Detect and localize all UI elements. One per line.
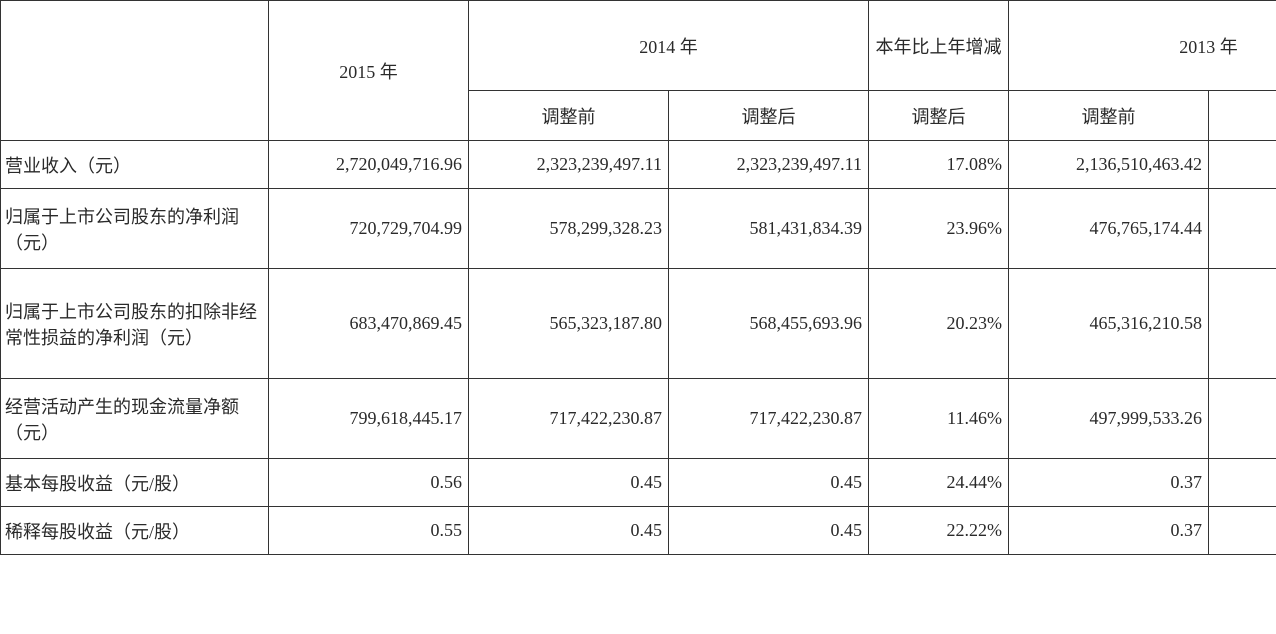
cell-2014-before: 578,299,328.23	[469, 189, 669, 269]
cell-change: 17.08%	[869, 141, 1009, 189]
cell-2015: 0.55	[269, 507, 469, 555]
cell-2014-after: 717,422,230.87	[669, 379, 869, 459]
cell-2014-before: 717,422,230.87	[469, 379, 669, 459]
header-2013-before: 调整前	[1009, 91, 1209, 141]
row-label: 基本每股收益（元/股）	[1, 459, 269, 507]
table-row: 归属于上市公司股东的扣除非经常性损益的净利润（元） 683,470,869.45…	[1, 269, 1276, 379]
table-row: 营业收入（元） 2,720,049,716.96 2,323,239,497.1…	[1, 141, 1276, 189]
table-row: 归属于上市公司股东的净利润（元） 720,729,704.99 578,299,…	[1, 189, 1276, 269]
cell-2014-after: 2,323,239,497.11	[669, 141, 869, 189]
header-2014: 2014 年	[469, 1, 869, 91]
cell-2013-before: 2,136,510,463.42	[1009, 141, 1209, 189]
cell-2013-before: 476,765,174.44	[1009, 189, 1209, 269]
table-row: 基本每股收益（元/股） 0.56 0.45 0.45 24.44% 0.37 0…	[1, 459, 1276, 507]
cell-change: 22.22%	[869, 507, 1009, 555]
cell-2014-before: 2,323,239,497.11	[469, 141, 669, 189]
row-label: 营业收入（元）	[1, 141, 269, 189]
cell-2013-before: 465,316,210.58	[1009, 269, 1209, 379]
financial-table: 2015 年 2014 年 本年比上年增减 2013 年 调整前 调整后 调整后…	[0, 0, 1276, 555]
cell-2015: 683,470,869.45	[269, 269, 469, 379]
cell-2015: 799,618,445.17	[269, 379, 469, 459]
cell-change: 24.44%	[869, 459, 1009, 507]
cell-2013-after: 0.37	[1209, 507, 1276, 555]
cell-2014-after: 581,431,834.39	[669, 189, 869, 269]
header-2013-after: 调整后	[1209, 91, 1276, 141]
cell-2013-after: 2,136,510,463.42	[1209, 141, 1276, 189]
row-label: 归属于上市公司股东的净利润（元）	[1, 189, 269, 269]
cell-2015: 0.56	[269, 459, 469, 507]
cell-2013-before: 0.37	[1009, 507, 1209, 555]
cell-2013-before: 0.37	[1009, 459, 1209, 507]
table-row: 经营活动产生的现金流量净额（元） 799,618,445.17 717,422,…	[1, 379, 1276, 459]
row-label: 经营活动产生的现金流量净额（元）	[1, 379, 269, 459]
cell-2014-before: 0.45	[469, 459, 669, 507]
header-2013: 2013 年	[1009, 1, 1276, 91]
header-blank	[1, 1, 269, 141]
cell-2013-after: 465,316,210.58	[1209, 269, 1276, 379]
cell-change: 11.46%	[869, 379, 1009, 459]
cell-2013-after: 0.37	[1209, 459, 1276, 507]
row-label: 归属于上市公司股东的扣除非经常性损益的净利润（元）	[1, 269, 269, 379]
table-header-row-1: 2015 年 2014 年 本年比上年增减 2013 年	[1, 1, 1276, 91]
header-change-after: 调整后	[869, 91, 1009, 141]
cell-2013-after: 476,765,174.44	[1209, 189, 1276, 269]
header-change: 本年比上年增减	[869, 1, 1009, 91]
cell-2013-after: 497,999,533.26	[1209, 379, 1276, 459]
cell-2014-after: 0.45	[669, 459, 869, 507]
cell-2014-before: 565,323,187.80	[469, 269, 669, 379]
cell-2014-after: 0.45	[669, 507, 869, 555]
cell-2015: 720,729,704.99	[269, 189, 469, 269]
table-row: 稀释每股收益（元/股） 0.55 0.45 0.45 22.22% 0.37 0…	[1, 507, 1276, 555]
cell-2013-before: 497,999,533.26	[1009, 379, 1209, 459]
cell-2014-before: 0.45	[469, 507, 669, 555]
header-2014-after: 调整后	[669, 91, 869, 141]
header-2014-before: 调整前	[469, 91, 669, 141]
cell-change: 20.23%	[869, 269, 1009, 379]
cell-2015: 2,720,049,716.96	[269, 141, 469, 189]
cell-change: 23.96%	[869, 189, 1009, 269]
header-2015: 2015 年	[269, 1, 469, 141]
cell-2014-after: 568,455,693.96	[669, 269, 869, 379]
row-label: 稀释每股收益（元/股）	[1, 507, 269, 555]
